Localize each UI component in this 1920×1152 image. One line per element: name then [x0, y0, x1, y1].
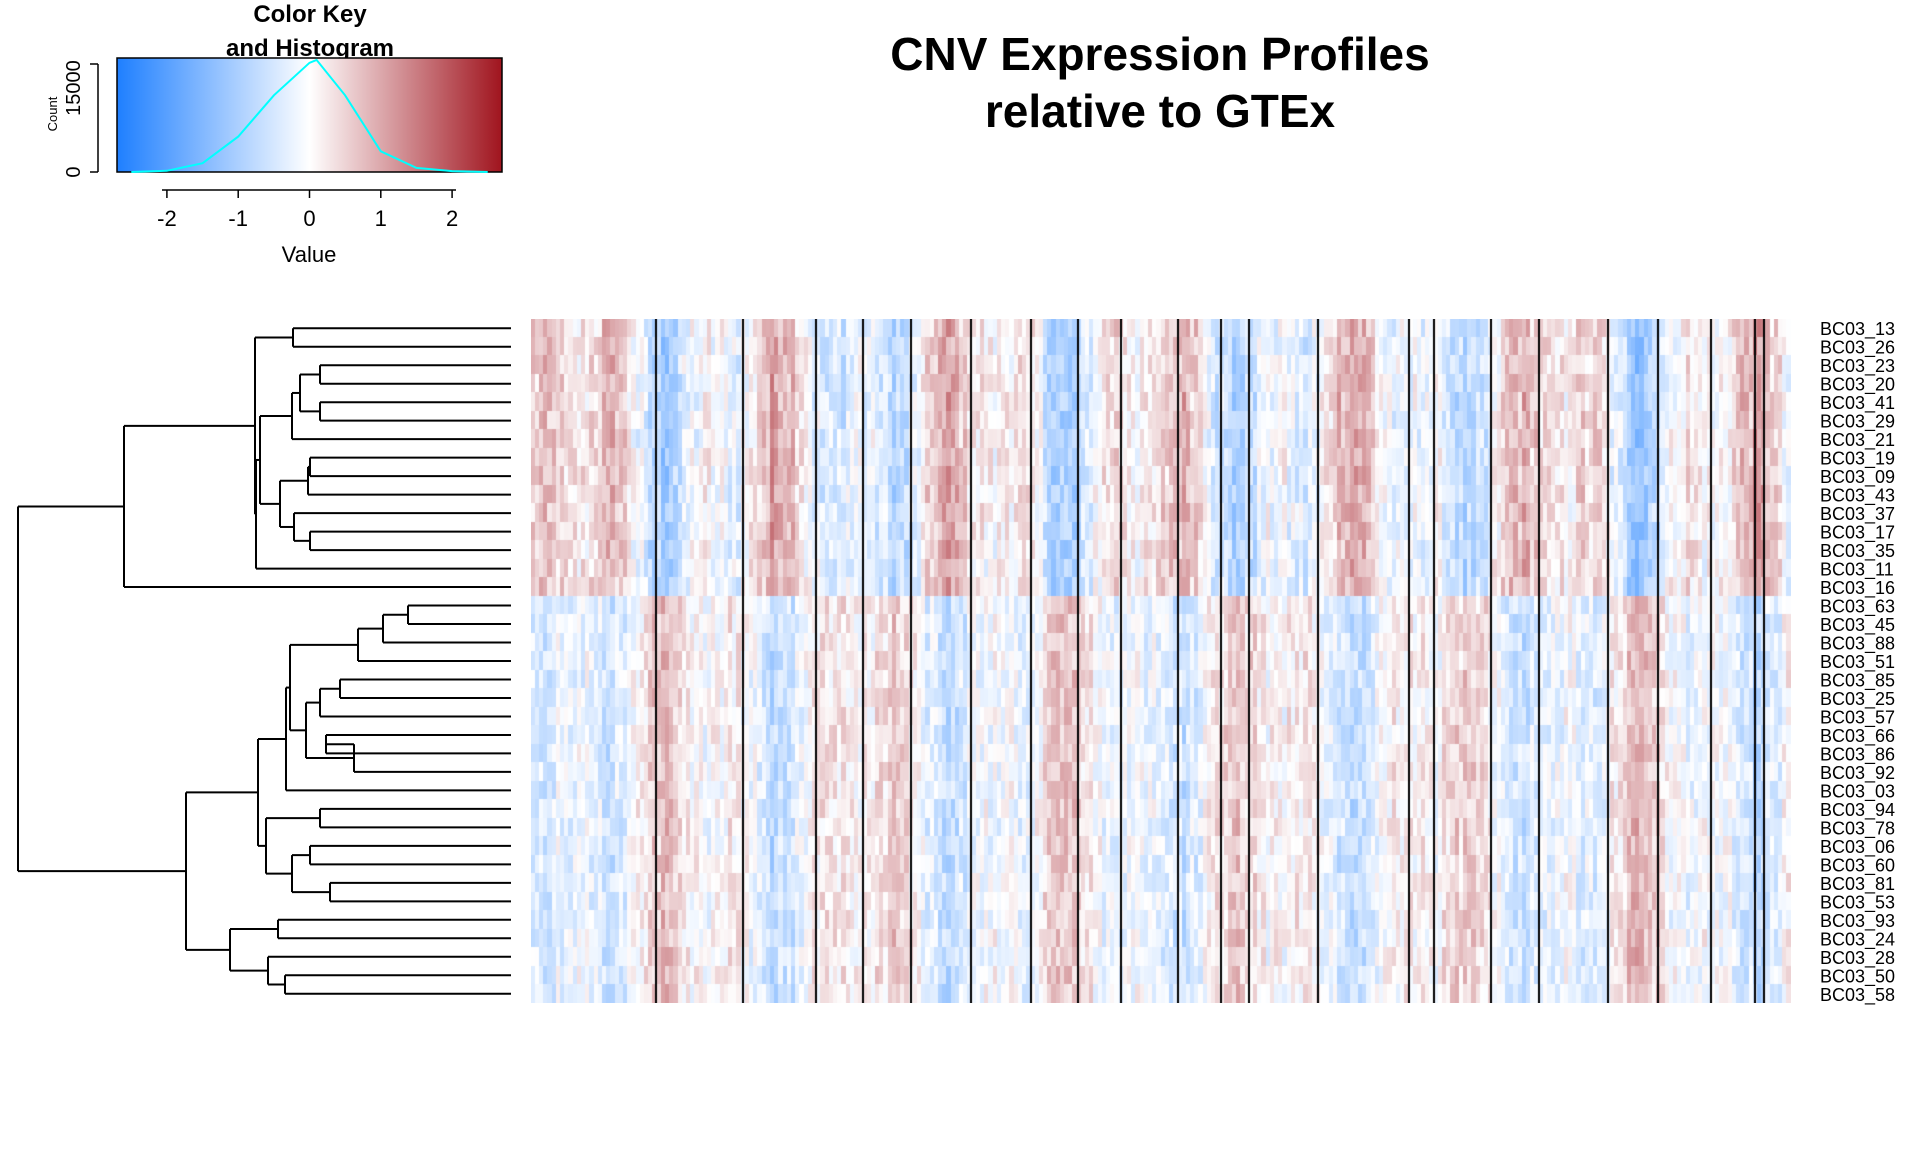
row-label: BC03_28: [1820, 948, 1895, 969]
row-label: BC03_88: [1820, 634, 1895, 655]
color-key-histogram: [131, 58, 488, 173]
row-label: BC03_19: [1820, 449, 1895, 470]
row-label: BC03_78: [1820, 818, 1895, 839]
row-label: BC03_50: [1820, 966, 1895, 987]
row-label: BC03_16: [1820, 578, 1895, 599]
heatmap-grid: [531, 319, 1791, 1003]
row-label: BC03_66: [1820, 726, 1895, 747]
row-label: BC03_21: [1820, 430, 1895, 451]
row-label: BC03_25: [1820, 689, 1895, 710]
row-label: BC03_51: [1820, 652, 1895, 673]
row-label: BC03_81: [1820, 874, 1895, 895]
row-label: BC03_03: [1820, 781, 1895, 802]
row-label: BC03_37: [1820, 504, 1895, 525]
row-label: BC03_24: [1820, 929, 1895, 950]
row-label: BC03_92: [1820, 763, 1895, 784]
row-label: BC03_45: [1820, 615, 1895, 636]
row-label: BC03_43: [1820, 486, 1895, 507]
row-label: BC03_63: [1820, 597, 1895, 618]
chart-title-line2: relative to GTEx: [984, 85, 1336, 137]
row-label: BC03_85: [1820, 670, 1895, 691]
row-label: BC03_58: [1820, 985, 1895, 1006]
row-label: BC03_53: [1820, 892, 1895, 913]
color-key-y-tick-label: 15000: [63, 60, 85, 116]
chart-title-line1: CNV Expression Profiles: [890, 28, 1430, 80]
color-key-y-label: Count: [45, 96, 60, 131]
color-key-x-tick-label: 2: [446, 206, 458, 231]
row-label: BC03_26: [1820, 338, 1895, 359]
color-key-y-tick-label: 0: [63, 166, 85, 177]
row-label: BC03_29: [1820, 412, 1895, 433]
chart-title: CNV Expression Profiles relative to GTEx: [760, 26, 1560, 140]
row-label: BC03_11: [1820, 560, 1894, 581]
row-label: BC03_94: [1820, 800, 1895, 821]
row-label: BC03_06: [1820, 837, 1895, 858]
color-key-x-tick-label: 1: [375, 206, 387, 231]
row-label: BC03_09: [1820, 467, 1895, 488]
row-label: BC03_35: [1820, 541, 1895, 562]
color-key-x-tick-label: 0: [303, 206, 315, 231]
row-label: BC03_93: [1820, 911, 1895, 932]
color-key-gradient: [116, 57, 503, 173]
row-label: BC03_41: [1820, 393, 1895, 414]
color-key-x-ticks: -2 -1 0 1 2: [157, 190, 458, 231]
row-label: BC03_60: [1820, 855, 1895, 876]
row-label: BC03_23: [1820, 356, 1895, 377]
row-label: BC03_86: [1820, 744, 1895, 765]
row-label: BC03_20: [1820, 375, 1895, 396]
row-label: BC03_13: [1820, 319, 1895, 340]
row-label: BC03_17: [1820, 523, 1895, 544]
row-label: BC03_57: [1820, 707, 1895, 728]
color-key-x-tick-label: -1: [228, 206, 248, 231]
color-key-x-tick-label: -2: [157, 206, 177, 231]
color-key-x-label: Value: [282, 242, 337, 267]
row-dendrogram: [17, 327, 511, 995]
color-key-title-line1: Color Key: [253, 1, 367, 28]
